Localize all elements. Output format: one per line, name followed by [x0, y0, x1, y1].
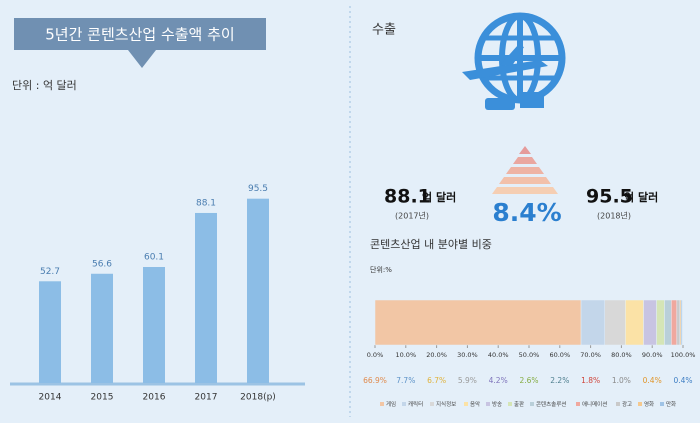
legend-label: 광고 — [622, 401, 632, 408]
share-unit: 단위:% — [370, 265, 392, 274]
value-label: 56.6 — [92, 259, 112, 269]
bar-segment — [580, 299, 606, 346]
legend-swatch — [508, 402, 512, 406]
legend-label: 애니메이션 — [582, 400, 607, 408]
bar-segment — [676, 299, 681, 346]
bar — [143, 267, 165, 383]
legend-label: 캐릭터 — [408, 400, 423, 408]
value-label: 4.2% — [489, 376, 508, 385]
title-banner — [14, 18, 266, 50]
legend-swatch — [638, 402, 642, 406]
value-label: 7.7% — [396, 376, 415, 385]
bar-segment — [374, 299, 582, 346]
legend-label: 방송 — [492, 400, 502, 408]
from-unit: 억 달러 — [422, 190, 456, 204]
legend-swatch — [464, 402, 468, 406]
share-title: 콘텐츠산업 내 분야별 비중 — [370, 238, 492, 251]
x-tick-label: 60.0% — [549, 351, 570, 359]
value-label: 88.1 — [196, 198, 216, 208]
x-tick-label: 30.0% — [457, 351, 478, 359]
value-label: 1.8% — [581, 376, 600, 385]
value-label: 0.4% — [643, 376, 662, 385]
from-year: (2017년) — [395, 211, 429, 221]
value-label: 2.6% — [519, 376, 538, 385]
legend-swatch — [402, 402, 406, 406]
x-tick-label: 2018(p) — [240, 393, 276, 403]
legend-label: 게임 — [386, 400, 396, 408]
legend-swatch — [660, 402, 664, 406]
legend-swatch — [576, 402, 580, 406]
legend-label: 만화 — [666, 400, 676, 408]
bar-segment — [664, 299, 672, 346]
value-label: 0.4% — [673, 376, 692, 385]
pyramid-icon — [492, 146, 558, 194]
to-amount: 95.5 — [586, 186, 633, 208]
legend-label: 지식정보 — [436, 400, 456, 408]
x-tick-label: 80.0% — [611, 351, 632, 359]
value-label: 95.5 — [248, 184, 268, 194]
globe-icon — [462, 12, 566, 110]
legend-label: 콘텐츠솔루션 — [536, 400, 566, 408]
banner-pointer — [128, 50, 156, 68]
x-tick-label: 50.0% — [519, 351, 540, 359]
bar-segment — [625, 299, 644, 346]
bar-segment — [680, 299, 683, 346]
bar-segment — [656, 299, 665, 346]
legend-swatch — [380, 402, 384, 406]
x-tick-label: 10.0% — [395, 351, 416, 359]
value-label: 60.1 — [144, 253, 164, 263]
x-tick-label: 70.0% — [580, 351, 601, 359]
x-tick-label: 2016 — [143, 393, 166, 403]
to-year: (2018년) — [597, 211, 631, 221]
legend-swatch — [486, 402, 490, 406]
x-tick-label: 2017 — [195, 393, 218, 403]
x-tick-label: 2014 — [39, 393, 62, 403]
chart-title: 5년간 콘텐츠산업 수출액 추이 — [45, 26, 234, 44]
bar — [39, 281, 61, 383]
x-tick-label: 2015 — [91, 393, 114, 403]
value-label: 52.7 — [40, 267, 60, 277]
bar-segment — [671, 299, 678, 346]
bar-segment — [604, 299, 626, 346]
x-tick-label: 90.0% — [642, 351, 663, 359]
from-amount: 88.1 — [384, 186, 431, 208]
value-label: 6.7% — [427, 376, 446, 385]
legend-swatch — [530, 402, 534, 406]
growth-rate: 8.4% — [492, 198, 561, 227]
x-tick-label: 40.0% — [488, 351, 509, 359]
value-label: 5.9% — [458, 376, 477, 385]
value-label: 2.2% — [550, 376, 569, 385]
legend-label: 음악 — [470, 400, 480, 408]
section-title: 수출 — [372, 23, 396, 38]
unit-label: 단위 : 억 달러 — [12, 79, 77, 92]
bar — [91, 273, 113, 383]
legend-swatch — [430, 402, 434, 406]
x-tick-label: 0.0% — [367, 351, 384, 359]
value-label: 1.0% — [612, 376, 631, 385]
to-unit: 억 달러 — [624, 190, 658, 204]
bar-segment — [643, 299, 657, 346]
legend-label: 출판 — [514, 400, 524, 408]
bar — [195, 212, 217, 383]
legend-swatch — [616, 402, 620, 406]
x-tick-label: 100.0% — [671, 351, 696, 359]
bar — [247, 198, 269, 383]
legend-label: 영화 — [644, 400, 654, 408]
value-label: 66.9% — [363, 376, 387, 385]
x-tick-label: 20.0% — [426, 351, 447, 359]
